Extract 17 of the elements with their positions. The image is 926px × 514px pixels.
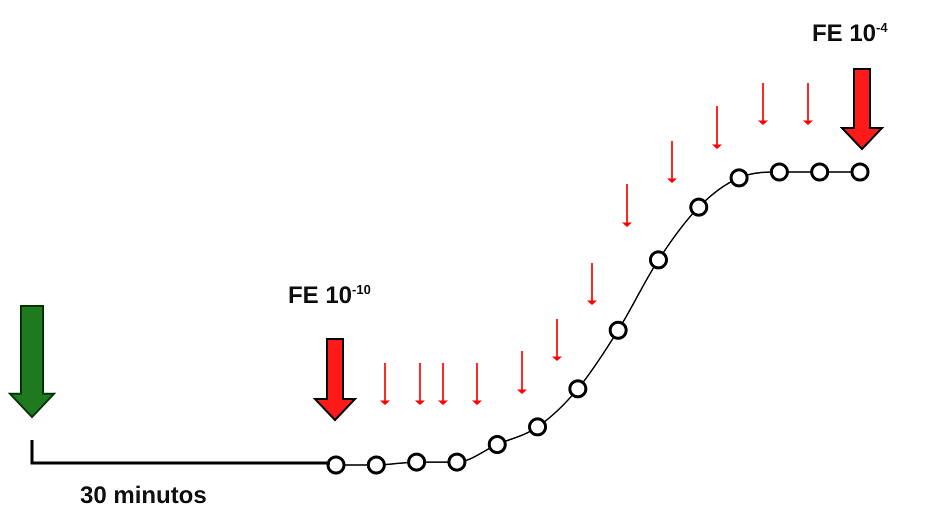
point bbox=[407, 452, 426, 472]
point bbox=[810, 162, 830, 182]
point bbox=[326, 456, 346, 474]
point bbox=[488, 434, 507, 454]
point bbox=[568, 379, 588, 398]
point bbox=[447, 452, 466, 472]
point bbox=[770, 162, 789, 182]
point bbox=[366, 456, 386, 474]
point bbox=[648, 250, 668, 270]
point bbox=[608, 320, 628, 340]
point bbox=[730, 168, 749, 188]
point bbox=[528, 417, 548, 436]
point bbox=[850, 162, 870, 182]
point bbox=[689, 198, 708, 217]
text: 30 minutos bbox=[80, 482, 207, 510]
text: FE 10$^{-4}$ bbox=[812, 20, 888, 48]
annotation: FE 10$^{-10}$ bbox=[288, 282, 371, 310]
